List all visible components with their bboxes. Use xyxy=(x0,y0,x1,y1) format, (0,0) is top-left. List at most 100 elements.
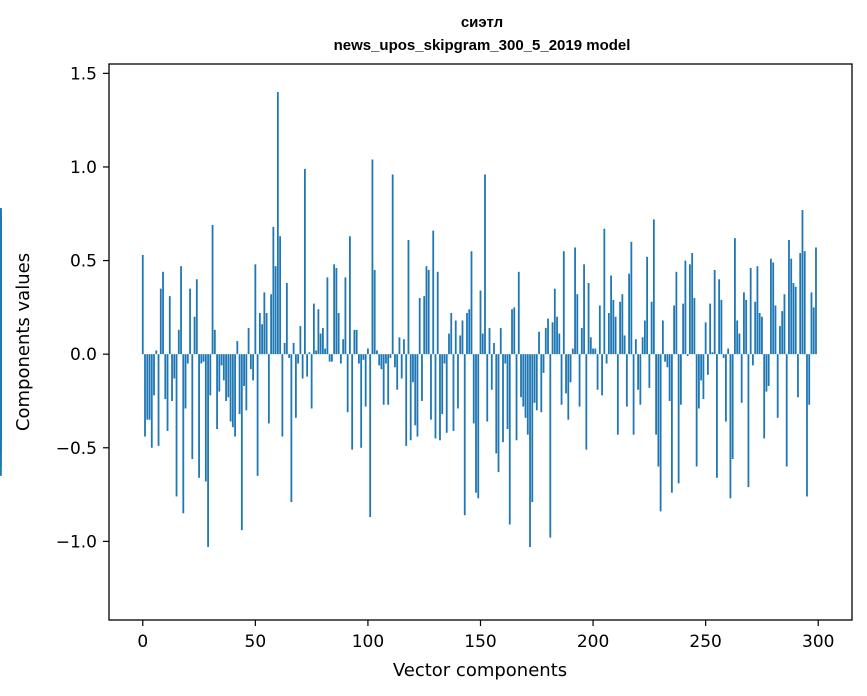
bar-261 xyxy=(729,354,732,499)
bar-287 xyxy=(788,239,790,355)
bar-71 xyxy=(301,354,304,379)
bar-118 xyxy=(407,239,410,355)
bar-145 xyxy=(468,309,471,355)
bar-194 xyxy=(578,354,581,407)
bar-239 xyxy=(679,354,682,405)
bar-19 xyxy=(184,354,187,409)
bar-284 xyxy=(781,311,784,355)
bar-254 xyxy=(713,269,716,355)
bar-116 xyxy=(403,339,405,355)
bar-200 xyxy=(592,348,594,355)
bar-63 xyxy=(283,342,286,355)
bar-257 xyxy=(720,299,723,355)
bar-148 xyxy=(475,354,477,493)
bar-134 xyxy=(443,354,446,364)
bar-186 xyxy=(560,354,563,405)
bar-143 xyxy=(463,354,466,516)
bar-100 xyxy=(367,348,369,355)
bar-198 xyxy=(587,283,590,355)
bar-187 xyxy=(562,251,565,355)
bar-94 xyxy=(353,329,356,355)
bar-undefined xyxy=(0,354,2,443)
bar-43 xyxy=(238,354,241,415)
bar-17 xyxy=(180,266,182,355)
bar-189 xyxy=(567,354,570,420)
bar-123 xyxy=(418,298,421,355)
bar-2 xyxy=(146,354,149,420)
bar-214 xyxy=(623,335,626,355)
bar-247 xyxy=(698,354,700,409)
bar-32 xyxy=(213,329,216,355)
bar-256 xyxy=(718,279,721,355)
bar-12 xyxy=(168,296,171,355)
bar-9 xyxy=(162,271,164,355)
bar-265 xyxy=(738,333,741,355)
bar-51 xyxy=(256,354,259,476)
bar-117 xyxy=(405,354,408,446)
bar-299 xyxy=(815,247,817,355)
bar-47 xyxy=(247,327,250,355)
bar-10 xyxy=(164,354,167,400)
bar-5 xyxy=(153,354,155,396)
bar-280 xyxy=(772,262,775,355)
bar-220 xyxy=(637,354,640,390)
bar-192 xyxy=(574,247,576,355)
bar-296 xyxy=(808,354,811,405)
bar-158 xyxy=(497,354,500,473)
bar-131 xyxy=(436,271,439,355)
bar-286 xyxy=(785,354,788,467)
bar-236 xyxy=(673,305,676,355)
bar-226 xyxy=(650,301,653,355)
bar-181 xyxy=(549,354,552,538)
bar-163 xyxy=(508,354,511,525)
bar-159 xyxy=(499,327,502,355)
bars-group xyxy=(0,92,817,547)
bar-84 xyxy=(331,354,333,362)
bar-86 xyxy=(335,268,338,355)
bar-272 xyxy=(754,301,757,355)
bar-290 xyxy=(794,286,797,355)
bar-113 xyxy=(396,354,399,390)
y-tick-label: 1.5 xyxy=(70,64,97,84)
x-axis: 0 50 100 150 200 250 300 xyxy=(137,620,834,652)
bar-54 xyxy=(263,292,266,355)
bar-103 xyxy=(373,269,376,355)
bar-281 xyxy=(774,305,777,355)
bar-70 xyxy=(299,326,302,355)
bar-171 xyxy=(526,354,529,435)
bar-245 xyxy=(693,298,696,355)
bar-297 xyxy=(810,292,813,355)
bar-67 xyxy=(292,342,295,355)
bar-244 xyxy=(691,253,694,355)
bar-20 xyxy=(186,354,189,364)
bar-233 xyxy=(666,354,669,368)
bar-46 xyxy=(245,354,248,411)
bar-274 xyxy=(758,312,761,355)
bar-151 xyxy=(481,333,484,355)
bar-4 xyxy=(150,354,153,448)
y-tick-label: −1.0 xyxy=(56,532,97,552)
bar-161 xyxy=(504,354,507,364)
bar-153 xyxy=(486,354,489,422)
bar-295 xyxy=(806,354,808,497)
bar-152 xyxy=(484,174,486,355)
bar-112 xyxy=(394,354,396,368)
x-tick-label: 150 xyxy=(464,632,496,652)
y-tick-label: 0.0 xyxy=(70,345,97,365)
bar-276 xyxy=(763,354,766,439)
bar-269 xyxy=(747,354,750,488)
bar-129 xyxy=(432,230,435,355)
bar-8 xyxy=(159,288,162,355)
bar-37 xyxy=(225,354,227,401)
bar-38 xyxy=(227,354,230,398)
bar-115 xyxy=(400,354,403,379)
bar-34 xyxy=(218,354,221,392)
bar-13 xyxy=(171,354,173,401)
bar-77 xyxy=(315,350,318,355)
bar-120 xyxy=(412,354,414,383)
bar-41 xyxy=(234,354,236,437)
bar-6 xyxy=(155,350,158,355)
bar-258 xyxy=(722,354,725,358)
bar-179 xyxy=(544,327,547,355)
y-tick-label: 1.0 xyxy=(70,158,97,178)
